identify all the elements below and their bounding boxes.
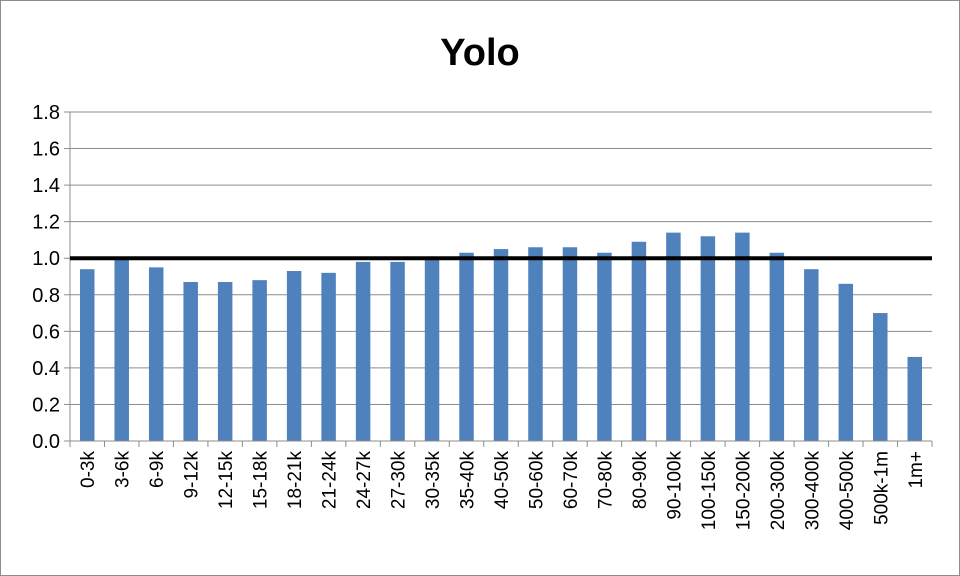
x-tick-label: 50-60k [526, 451, 547, 510]
x-tick-label: 24-27k [354, 451, 375, 510]
bar-12-15k [217, 281, 233, 441]
x-tick-label: 70-80k [595, 451, 616, 510]
bar-150-200k [735, 232, 750, 441]
x-axis-ticks: 0-3k 3-6k 6-9k 9-12k 12-15k 15-18k 18-21k 21-24… [78, 451, 927, 531]
x-tick-label: 80-90k [630, 451, 651, 510]
bar-50-60k [528, 247, 543, 441]
x-tick-label: 0-3k [78, 451, 99, 488]
x-tick-label: 90-100k [664, 451, 685, 520]
bar-300-400k [804, 269, 819, 441]
bar-24-27k [355, 261, 371, 441]
bar-27-30k [390, 261, 405, 441]
y-tick-label: 1.4 [32, 175, 60, 197]
x-tick-label: 12-15k [216, 451, 237, 510]
x-tick-label: 27-30k [389, 451, 410, 510]
bar-200-300k [769, 252, 785, 441]
bar-30-35k [424, 258, 440, 441]
x-tick-label: 60-70k [561, 451, 582, 510]
x-tick-label: 6-9k [147, 451, 168, 488]
bar-18-21k [286, 271, 302, 441]
x-tick-label: 1m+ [906, 451, 927, 489]
bar-6-9k [148, 267, 164, 441]
bar-15-18k [252, 280, 267, 441]
y-tick-label: 0.0 [32, 431, 60, 453]
y-tick-label: 1.6 [32, 139, 60, 161]
y-tick-label: 1.0 [32, 248, 60, 270]
x-tick-label: 9-12k [182, 451, 203, 499]
bar-0-3k [79, 269, 95, 441]
axes [64, 111, 933, 447]
bar-70-80k [597, 252, 612, 441]
bar-500k-1m [873, 313, 888, 441]
x-tick-label: 40-50k [492, 451, 513, 510]
x-tick-label: 21-24k [320, 451, 341, 510]
y-tick-label: 1.8 [32, 102, 60, 124]
x-tick-label: 30-35k [423, 451, 444, 510]
x-tick-label: 200-300k [768, 451, 789, 531]
x-tick-label: 15-18k [251, 451, 272, 510]
chart-title: Yolo [440, 32, 520, 74]
x-tick-label: 150-200k [733, 451, 754, 531]
bar-100-150k [700, 236, 716, 441]
x-tick-label: 400-500k [837, 451, 858, 531]
bar-3-6k [114, 258, 129, 441]
bar-90-100k [666, 232, 681, 441]
bar-9-12k [183, 281, 198, 441]
bar-1m+ [907, 356, 923, 441]
y-tick-label: 0.2 [32, 394, 60, 416]
x-tick-label: 100-150k [699, 451, 720, 531]
y-tick-label: 1.2 [32, 212, 60, 234]
y-tick-label: 0.4 [32, 358, 60, 380]
y-axis-ticks: 0.0 0.2 0.4 0.6 0.8 1.0 1.2 1.4 1.6 1.8 [32, 102, 60, 453]
bar-40-50k [493, 249, 509, 441]
bars [79, 232, 923, 441]
bar-400-500k [838, 283, 854, 441]
y-tick-label: 0.6 [32, 321, 60, 343]
gridlines [70, 111, 932, 405]
bar-80-90k [631, 241, 647, 441]
x-tick-label: 35-40k [458, 451, 479, 510]
x-tick-label: 3-6k [113, 451, 134, 488]
y-tick-label: 0.8 [32, 285, 60, 307]
bar-35-40k [459, 252, 474, 441]
bar-21-24k [321, 272, 336, 441]
x-tick-label: 500k-1m [871, 451, 892, 525]
x-tick-label: 18-21k [285, 451, 306, 510]
x-tick-label: 300-400k [802, 451, 823, 531]
bar-60-70k [562, 247, 578, 441]
